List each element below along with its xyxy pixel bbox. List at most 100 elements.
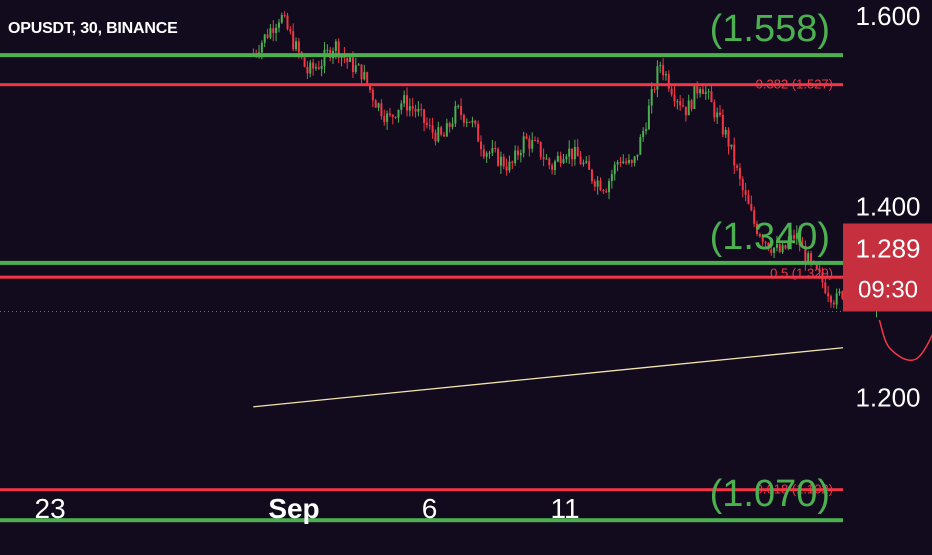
candle-body	[616, 162, 619, 165]
candle-body	[303, 57, 306, 67]
candle-body	[297, 41, 300, 53]
candle-body	[437, 127, 440, 142]
candle-body	[613, 164, 616, 175]
candle-body	[775, 244, 778, 248]
candle-body	[829, 296, 832, 303]
current-price-badge	[843, 223, 932, 312]
candle-body	[514, 150, 517, 163]
candle-body	[314, 67, 317, 69]
candle-body	[482, 149, 485, 157]
candle-body	[360, 64, 363, 80]
resistance-line-1	[0, 83, 843, 87]
candle-body	[516, 150, 519, 156]
candle-body	[664, 74, 667, 76]
candle-body	[693, 86, 696, 109]
candle-body	[468, 121, 471, 123]
time-tick-3: 6	[422, 493, 438, 524]
candle-body	[724, 129, 727, 135]
price-tick-2: 1.400	[855, 192, 920, 222]
candle-body	[525, 136, 528, 139]
candle-body	[386, 113, 389, 122]
candle-body	[784, 245, 787, 249]
candle-body	[625, 161, 628, 163]
candle-body	[371, 89, 374, 101]
candle-body	[696, 86, 699, 94]
candle-body	[790, 235, 793, 242]
candle-body	[781, 245, 784, 252]
candle-body	[690, 100, 693, 109]
candle-body	[388, 113, 391, 115]
candle-body	[770, 249, 773, 253]
candle-body	[633, 156, 636, 164]
candle-body	[645, 129, 648, 131]
candle-body	[383, 116, 386, 122]
candle-body	[792, 235, 795, 239]
trend-line	[253, 347, 844, 408]
level-label-3: (1.340)	[710, 216, 830, 258]
candle-body	[807, 253, 810, 263]
candle-body	[801, 245, 804, 247]
candle-body	[479, 141, 482, 150]
candle-body	[380, 103, 383, 117]
level-label-6: (1.070)	[710, 473, 830, 515]
candle-body	[667, 74, 670, 89]
candle-body	[650, 89, 653, 106]
candle-body	[411, 106, 414, 109]
candle-body	[471, 120, 474, 123]
candle-body	[519, 152, 522, 156]
candle-body	[337, 41, 340, 58]
candle-body	[622, 161, 625, 164]
candle-body	[818, 268, 821, 273]
candle-body	[528, 138, 531, 149]
candle-body	[571, 148, 574, 160]
fib-label-2: 0.382 (1.527)	[756, 77, 833, 92]
candle-body	[275, 27, 278, 33]
candle-body	[730, 144, 733, 147]
candle-body	[824, 282, 827, 293]
candle-body	[499, 156, 502, 166]
countdown-label: 09:30	[858, 277, 918, 304]
candle-body	[309, 62, 312, 74]
candle-body	[750, 204, 753, 211]
candle-body	[562, 159, 565, 164]
candle-body	[610, 174, 613, 182]
candle-body	[736, 165, 739, 168]
candle-body	[406, 95, 409, 111]
candle-body	[804, 245, 807, 263]
candle-body	[497, 148, 500, 166]
candle-body	[716, 112, 719, 118]
candle-body	[642, 130, 645, 138]
candle-body	[832, 302, 835, 305]
candle-body	[363, 72, 366, 80]
price-tick-3: 1.200	[855, 382, 920, 412]
candle-body	[596, 180, 599, 187]
candle-body	[608, 181, 611, 193]
candle-body	[559, 155, 562, 164]
candle-body	[539, 141, 542, 157]
support-line-2	[0, 260, 843, 265]
candle-body	[778, 244, 781, 252]
candle-body	[841, 291, 844, 299]
candle-body	[630, 160, 633, 164]
candle-body	[687, 100, 690, 116]
candle-body	[317, 67, 320, 69]
candle-body	[508, 161, 511, 171]
candle-body	[534, 140, 537, 142]
candle-body	[522, 136, 525, 153]
candle-body	[582, 162, 585, 165]
candle-body	[349, 57, 352, 62]
candle-body	[741, 178, 744, 191]
candle-body	[488, 152, 491, 154]
symbol-title: OPUSDT, 30, BINANCE	[8, 20, 178, 37]
projection-path	[878, 319, 932, 362]
candle-body	[505, 166, 508, 171]
candle-body	[744, 190, 747, 195]
time-tick-1: 23	[35, 493, 66, 524]
candle-body	[639, 137, 642, 155]
candle-body	[699, 89, 702, 94]
candle-body	[627, 160, 630, 163]
candle-body	[545, 158, 548, 160]
candle-body	[357, 64, 360, 66]
